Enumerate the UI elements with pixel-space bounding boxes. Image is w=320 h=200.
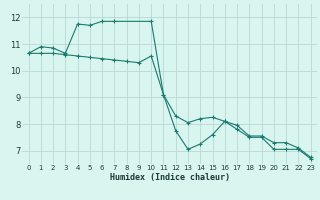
X-axis label: Humidex (Indice chaleur): Humidex (Indice chaleur) — [110, 173, 230, 182]
